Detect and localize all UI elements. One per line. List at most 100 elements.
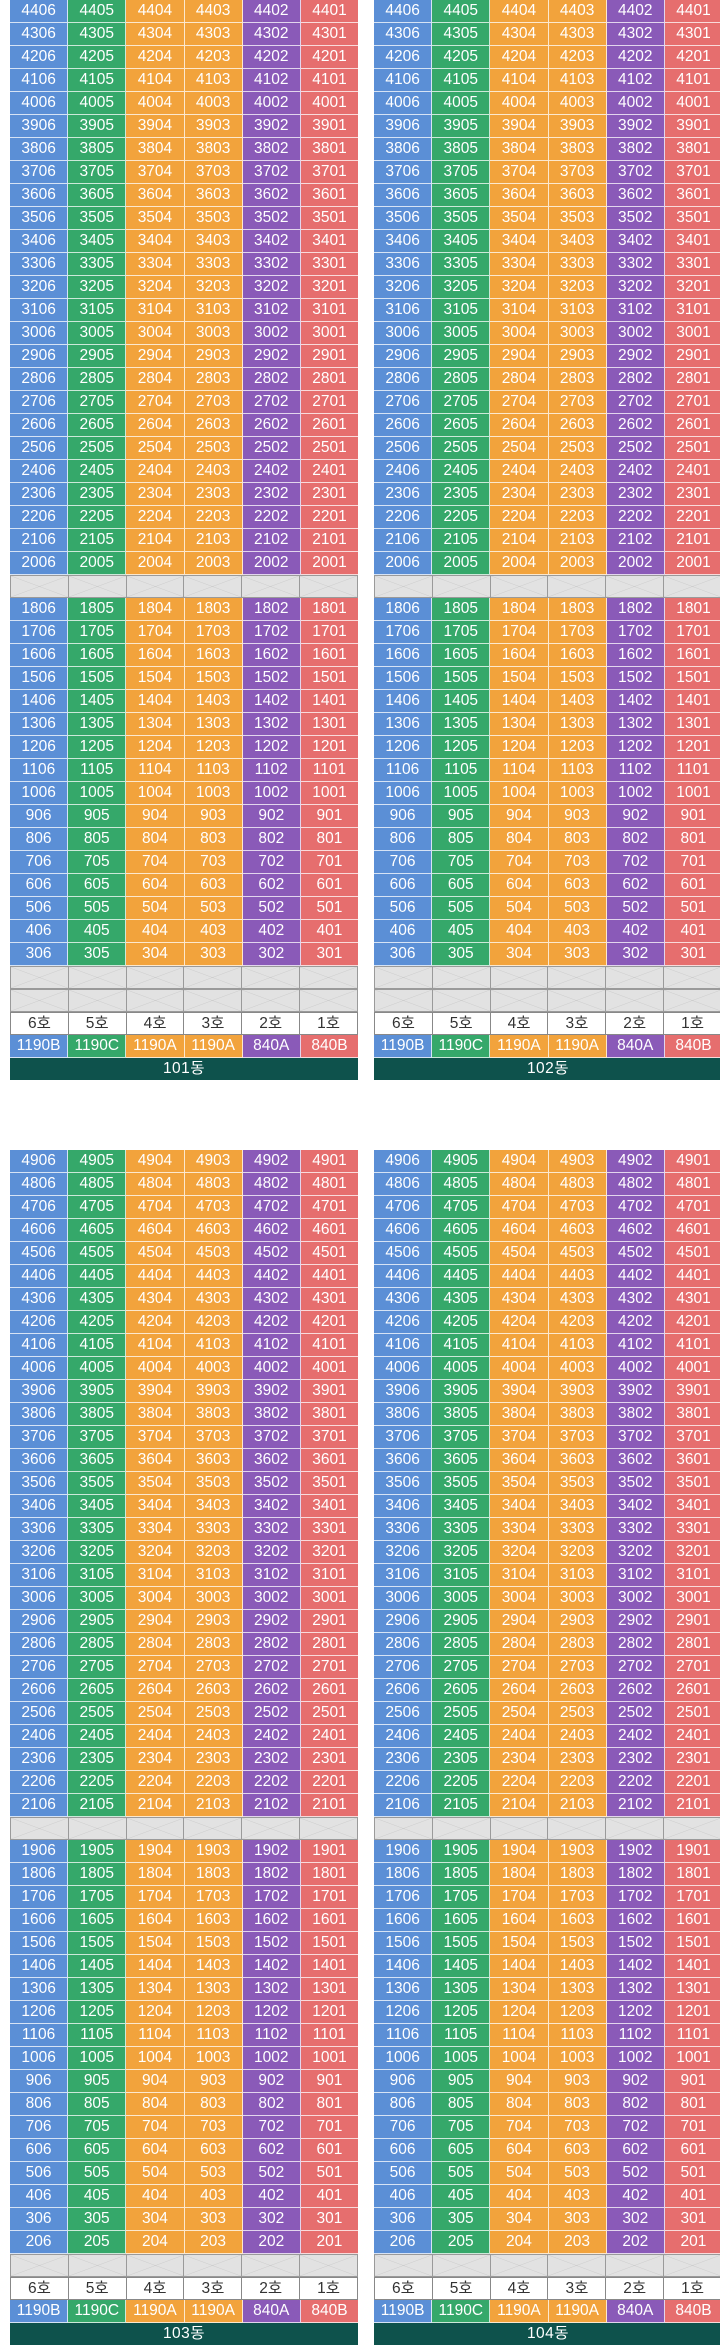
unit-cell[interactable]: 4006 xyxy=(374,92,433,115)
unit-cell[interactable]: 1404 xyxy=(126,1955,185,1978)
unit-cell[interactable]: 602 xyxy=(242,874,301,897)
unit-cell[interactable]: 801 xyxy=(300,2093,359,2116)
unit-cell[interactable]: 1904 xyxy=(490,1840,549,1863)
unit-cell[interactable]: 1704 xyxy=(126,621,185,644)
unit-cell[interactable]: 1104 xyxy=(126,2024,185,2047)
unit-cell[interactable]: 4702 xyxy=(242,1196,301,1219)
unit-cell[interactable]: 901 xyxy=(664,2070,720,2093)
unit-cell[interactable]: 1202 xyxy=(606,2001,665,2024)
unit-cell[interactable]: 301 xyxy=(664,943,720,966)
unit-cell[interactable]: 1705 xyxy=(432,1886,491,1909)
unit-cell[interactable]: 1802 xyxy=(242,1863,301,1886)
unit-cell[interactable]: 3606 xyxy=(374,184,433,207)
unit-cell[interactable]: 2602 xyxy=(606,414,665,437)
unit-cell[interactable]: 302 xyxy=(242,943,301,966)
unit-cell[interactable]: 4203 xyxy=(184,1311,243,1334)
unit-cell[interactable]: 3705 xyxy=(68,1426,127,1449)
unit-cell[interactable]: 1205 xyxy=(68,2001,127,2024)
unit-cell[interactable]: 3402 xyxy=(606,1495,665,1518)
unit-cell[interactable]: 3605 xyxy=(432,184,491,207)
unit-cell[interactable]: 4905 xyxy=(68,1150,127,1173)
unit-cell[interactable]: 1405 xyxy=(68,1955,127,1978)
unit-cell[interactable]: 401 xyxy=(300,2185,359,2208)
unit-cell[interactable]: 4502 xyxy=(242,1242,301,1265)
unit-cell[interactable]: 2602 xyxy=(242,414,301,437)
unit-cell[interactable]: 4901 xyxy=(664,1150,720,1173)
unit-cell[interactable]: 3802 xyxy=(606,1403,665,1426)
unit-cell[interactable]: 506 xyxy=(374,897,433,920)
unit-cell[interactable]: 3501 xyxy=(300,207,359,230)
unit-cell[interactable]: 3401 xyxy=(664,1495,720,1518)
unit-cell[interactable]: 4703 xyxy=(548,1196,607,1219)
unit-cell[interactable]: 4106 xyxy=(374,1334,433,1357)
unit-cell[interactable]: 3802 xyxy=(242,138,301,161)
unit-cell[interactable]: 305 xyxy=(68,2208,127,2231)
unit-cell[interactable]: 2201 xyxy=(664,1771,720,1794)
unit-cell[interactable]: 2306 xyxy=(10,1748,69,1771)
unit-cell[interactable]: 2003 xyxy=(184,552,243,575)
unit-cell[interactable]: 4201 xyxy=(300,1311,359,1334)
unit-cell[interactable]: 1604 xyxy=(126,1909,185,1932)
unit-cell[interactable]: 805 xyxy=(432,2093,491,2116)
unit-cell[interactable]: 3803 xyxy=(548,1403,607,1426)
unit-cell[interactable]: 1203 xyxy=(548,736,607,759)
unit-cell[interactable]: 2403 xyxy=(548,460,607,483)
unit-cell[interactable]: 2604 xyxy=(126,414,185,437)
unit-cell[interactable]: 2102 xyxy=(242,1794,301,1817)
unit-cell[interactable]: 2104 xyxy=(126,1794,185,1817)
unit-cell[interactable]: 3906 xyxy=(374,1380,433,1403)
unit-cell[interactable]: 1501 xyxy=(664,1932,720,1955)
unit-cell[interactable]: 3803 xyxy=(184,138,243,161)
unit-cell[interactable]: 1201 xyxy=(300,2001,359,2024)
unit-cell[interactable]: 904 xyxy=(490,2070,549,2093)
unit-cell[interactable]: 3706 xyxy=(374,161,433,184)
unit-cell[interactable]: 3204 xyxy=(126,276,185,299)
unit-cell[interactable]: 3805 xyxy=(68,138,127,161)
unit-cell[interactable]: 4306 xyxy=(10,1288,69,1311)
unit-cell[interactable]: 2806 xyxy=(374,368,433,391)
unit-cell[interactable]: 4502 xyxy=(606,1242,665,1265)
unit-cell[interactable]: 1204 xyxy=(490,2001,549,2024)
unit-cell[interactable]: 904 xyxy=(490,805,549,828)
unit-cell[interactable]: 4002 xyxy=(242,92,301,115)
unit-cell[interactable]: 2205 xyxy=(432,1771,491,1794)
unit-cell[interactable]: 3904 xyxy=(126,115,185,138)
unit-cell[interactable]: 3502 xyxy=(242,207,301,230)
unit-cell[interactable]: 4104 xyxy=(490,69,549,92)
unit-cell[interactable]: 1506 xyxy=(374,1932,433,1955)
unit-cell[interactable]: 3601 xyxy=(664,184,720,207)
unit-cell[interactable]: 404 xyxy=(126,2185,185,2208)
unit-cell[interactable]: 2705 xyxy=(68,391,127,414)
unit-cell[interactable]: 2704 xyxy=(126,1656,185,1679)
unit-cell[interactable]: 2604 xyxy=(490,414,549,437)
unit-cell[interactable]: 3606 xyxy=(10,1449,69,1472)
unit-cell[interactable]: 4306 xyxy=(374,23,433,46)
unit-cell[interactable]: 3906 xyxy=(374,115,433,138)
unit-cell[interactable]: 2703 xyxy=(548,1656,607,1679)
unit-cell[interactable]: 2104 xyxy=(490,529,549,552)
unit-cell[interactable]: 3204 xyxy=(126,1541,185,1564)
unit-cell[interactable]: 3602 xyxy=(606,184,665,207)
unit-cell[interactable]: 1404 xyxy=(126,690,185,713)
unit-cell[interactable]: 704 xyxy=(126,2116,185,2139)
unit-cell[interactable]: 3403 xyxy=(548,230,607,253)
unit-cell[interactable]: 2901 xyxy=(664,345,720,368)
unit-cell[interactable]: 2502 xyxy=(242,1702,301,1725)
unit-cell[interactable]: 4802 xyxy=(242,1173,301,1196)
unit-cell[interactable]: 603 xyxy=(548,2139,607,2162)
unit-cell[interactable]: 1101 xyxy=(664,759,720,782)
unit-cell[interactable]: 4104 xyxy=(126,69,185,92)
unit-cell[interactable]: 3703 xyxy=(184,1426,243,1449)
unit-cell[interactable]: 4202 xyxy=(606,1311,665,1334)
unit-cell[interactable]: 4303 xyxy=(184,1288,243,1311)
unit-cell[interactable]: 2006 xyxy=(374,552,433,575)
unit-cell[interactable]: 4602 xyxy=(606,1219,665,1242)
unit-cell[interactable]: 3601 xyxy=(664,1449,720,1472)
unit-cell[interactable]: 1205 xyxy=(432,2001,491,2024)
unit-cell[interactable]: 2203 xyxy=(548,1771,607,1794)
unit-cell[interactable]: 2906 xyxy=(374,1610,433,1633)
unit-cell[interactable]: 1806 xyxy=(374,1863,433,1886)
unit-cell[interactable]: 3804 xyxy=(126,138,185,161)
unit-cell[interactable]: 4004 xyxy=(126,92,185,115)
unit-cell[interactable]: 706 xyxy=(10,2116,69,2139)
